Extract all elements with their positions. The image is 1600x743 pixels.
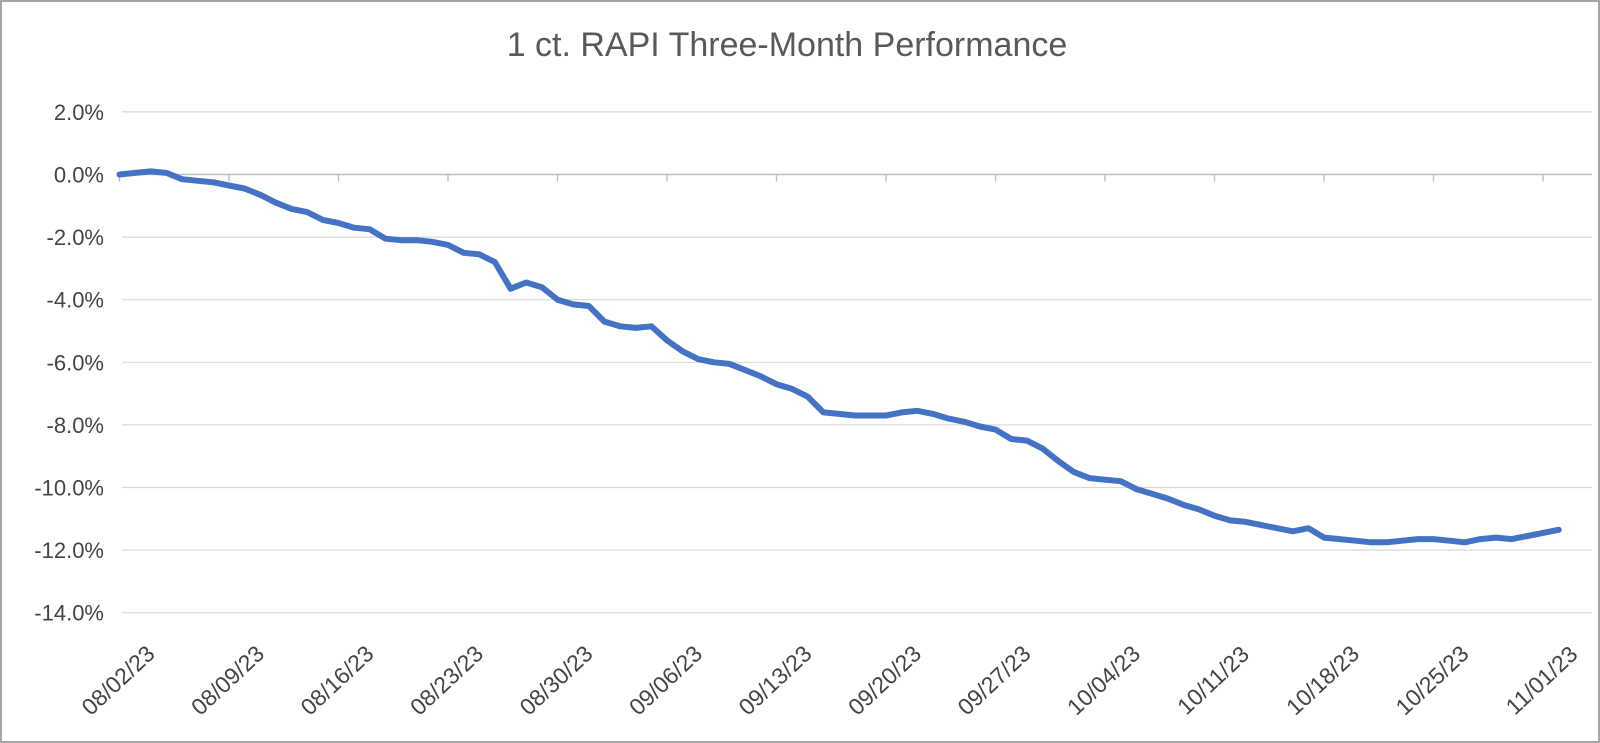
x-axis-tick-label: 10/04/23 — [1062, 640, 1145, 720]
y-axis-tick-label: -12.0% — [34, 538, 104, 563]
x-axis-tick-label: 08/02/23 — [76, 640, 159, 720]
x-axis-tick-label: 09/20/23 — [843, 640, 926, 720]
y-axis-tick-label: -4.0% — [47, 288, 104, 313]
x-axis-tick-label: 08/09/23 — [186, 640, 269, 720]
x-axis-tick-label: 09/13/23 — [733, 640, 816, 720]
x-axis-tick-label: 08/30/23 — [514, 640, 597, 720]
x-axis-tick-label: 08/23/23 — [405, 640, 488, 720]
y-axis-tick-label: -6.0% — [47, 350, 104, 375]
performance-line — [116, 168, 1562, 546]
y-axis-tick-label: -8.0% — [47, 413, 104, 438]
x-axis-tick-label: 10/18/23 — [1281, 640, 1364, 720]
x-axis-tick-label: 08/16/23 — [295, 640, 378, 720]
y-axis-tick-label: -2.0% — [47, 225, 104, 250]
x-axis-tick-label: 10/11/23 — [1172, 641, 1254, 720]
y-axis-tick-label: 2.0% — [54, 100, 104, 125]
x-axis-tick-label: 09/06/23 — [624, 640, 707, 720]
x-axis-tick-label: 09/27/23 — [952, 640, 1035, 720]
x-axis-tick-label: 11/01/23 — [1501, 641, 1583, 720]
y-axis-tick-label: 0.0% — [54, 163, 104, 188]
y-axis-tick-label: -14.0% — [34, 601, 104, 626]
x-axis-tick-label: 10/25/23 — [1390, 640, 1473, 720]
chart-title: 1 ct. RAPI Three-Month Performance — [506, 26, 1068, 64]
y-axis-tick-label: -10.0% — [34, 476, 104, 501]
